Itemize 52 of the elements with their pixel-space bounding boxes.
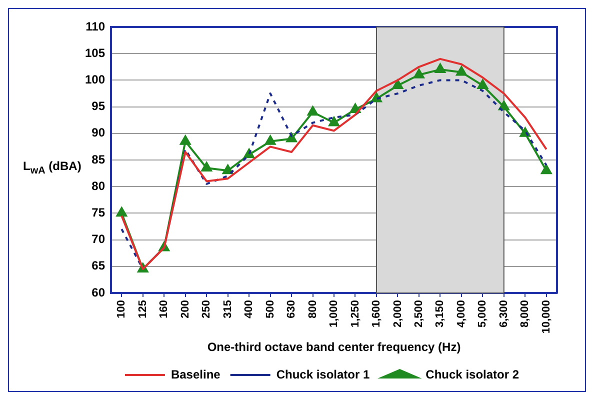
y-tick-label: 105 [84,46,106,60]
y-tick-label: 95 [92,99,106,114]
x-tick-label: 630 [286,300,298,318]
y-tick-label: 65 [92,258,106,273]
point [350,103,361,113]
point [541,164,552,174]
x-tick-label: 4,000 [455,300,468,328]
legend-label: Baseline [170,367,221,382]
x-axis-title: One-third octave band center frequency (Hz) [207,340,461,354]
x-tick-label: 400 [243,300,256,318]
x-tick-label: 100 [116,300,128,318]
legend-label: Chuck isolator 2 [426,367,520,382]
x-tick-label: 315 [222,300,234,318]
x-tick-label: 3,150 [434,300,446,328]
y-tick-label: 75 [92,205,106,220]
x-tick-label: 6,300 [498,300,510,328]
x-tick-label: 125 [136,300,149,318]
legend-label: Chuck isolator 1 [276,367,370,382]
point [498,100,510,110]
point [201,162,212,172]
point [456,66,467,76]
x-tick-label: 1,000 [328,300,340,328]
x-tick-label: 5,000 [476,300,489,328]
x-tick-label: 250 [200,300,213,318]
y-tick-label: 85 [92,152,106,166]
point [434,64,446,74]
y-tick-label: 100 [84,72,106,87]
x-tick-label: 2,000 [392,300,404,328]
x-tick-label: 8,000 [519,300,532,328]
y-tick-label: 70 [92,232,106,246]
point [414,68,424,78]
point [264,135,276,145]
x-tick-label: 160 [158,300,170,318]
point [116,207,127,217]
point [392,80,404,90]
x-tick-label: 10,000 [540,300,552,334]
point [328,116,340,126]
x-tick-label: 200 [179,300,192,318]
y-axis-title: L$_{wA}$ (dBA) [23,159,82,176]
y-tick-label: 80 [92,178,106,193]
point [222,164,234,174]
x-tick-label: 2,500 [412,300,425,328]
x-tick-label: 800 [306,300,319,318]
x-tick-label: 500 [264,300,276,318]
x-tick-label: 1,250 [349,300,362,328]
y-tick-label: 60 [92,285,106,300]
point [180,135,191,145]
y-tick-label: 110 [86,19,106,34]
point [477,80,488,90]
x-tick-label: 1,600 [370,300,383,328]
point [307,106,318,116]
y-tick-label: 90 [92,126,106,140]
